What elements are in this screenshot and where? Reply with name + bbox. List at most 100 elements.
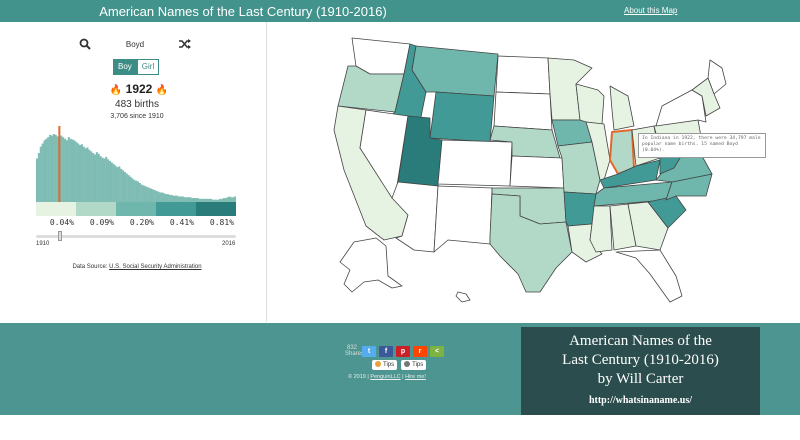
histogram-bar bbox=[228, 196, 231, 202]
pinterest-icon[interactable]: p bbox=[396, 345, 410, 357]
histogram-bar bbox=[39, 146, 42, 202]
births-histogram bbox=[36, 126, 236, 202]
histogram-bar bbox=[107, 159, 110, 202]
state-new-england[interactable] bbox=[691, 77, 721, 117]
state-georgia[interactable] bbox=[627, 201, 669, 251]
histogram-bar bbox=[202, 198, 205, 202]
copyright: © 2019 | PenguinLLC | Hire me! bbox=[348, 374, 426, 380]
histogram-bar bbox=[110, 162, 113, 202]
histogram-bar bbox=[36, 158, 39, 202]
histogram-bar bbox=[189, 197, 192, 202]
legend-labels: 0.04% 0.09% 0.20% 0.41% 0.81% bbox=[36, 218, 236, 227]
histogram-bar bbox=[234, 196, 236, 202]
penguin-link[interactable]: PenguinLLC bbox=[370, 374, 401, 380]
histogram-bar bbox=[60, 135, 63, 202]
histogram-bar bbox=[118, 166, 121, 202]
hire-me-link[interactable]: Hire me! bbox=[405, 374, 426, 380]
state-arkansas[interactable] bbox=[563, 191, 597, 227]
histogram-bar bbox=[65, 140, 68, 202]
histogram-bar bbox=[204, 198, 207, 202]
histogram-bar bbox=[153, 190, 156, 202]
histogram-bar bbox=[224, 198, 227, 202]
state-florida[interactable] bbox=[615, 249, 683, 303]
legend-swatch bbox=[156, 202, 196, 216]
top-bar: American Names of the Last Century (1910… bbox=[0, 0, 800, 22]
tip-button[interactable]: Tips bbox=[401, 360, 427, 370]
state-north-carolina[interactable] bbox=[665, 173, 713, 201]
state-kansas[interactable] bbox=[509, 155, 565, 189]
histogram-bar bbox=[168, 194, 171, 202]
state-tooltip: In Indiana in 1922, there were 34,797 ma… bbox=[638, 133, 766, 158]
coin-icon bbox=[375, 361, 381, 367]
state-colorado[interactable] bbox=[437, 139, 513, 187]
facebook-icon[interactable]: f bbox=[379, 345, 393, 357]
histogram-bar bbox=[120, 168, 123, 202]
state-montana[interactable] bbox=[411, 45, 499, 97]
state-michigan[interactable] bbox=[609, 85, 635, 131]
histogram-bar bbox=[86, 147, 89, 202]
girl-button[interactable]: Girl bbox=[136, 59, 160, 75]
histogram-bar bbox=[222, 198, 225, 202]
state-wyoming[interactable] bbox=[429, 91, 495, 143]
boy-button[interactable]: Boy bbox=[113, 59, 137, 75]
histogram-bar bbox=[43, 140, 46, 202]
state-iowa[interactable] bbox=[551, 119, 593, 147]
histogram-bar bbox=[127, 175, 130, 202]
share-buttons: 832 Shares t f p r < bbox=[345, 345, 444, 357]
copyright-text: © 2019 | bbox=[348, 374, 369, 380]
histogram-bar bbox=[71, 139, 74, 202]
tip-button[interactable]: Tips bbox=[372, 360, 398, 370]
histogram-bar bbox=[103, 158, 106, 202]
year-value: 1922 bbox=[125, 82, 153, 96]
histogram-bar bbox=[187, 197, 190, 202]
state-maine[interactable] bbox=[707, 59, 727, 95]
tip-buttons: Tips Tips bbox=[372, 360, 427, 370]
state-indiana[interactable] bbox=[609, 129, 635, 175]
legend-bar bbox=[36, 202, 236, 216]
about-link[interactable]: About this Map bbox=[624, 6, 678, 15]
histogram-bar bbox=[219, 198, 222, 202]
histogram-bar bbox=[183, 197, 186, 202]
births-count: 483 births bbox=[115, 99, 159, 110]
histogram-bar bbox=[142, 185, 145, 202]
selected-year-marker bbox=[58, 126, 61, 202]
histogram-bar bbox=[105, 156, 108, 202]
gender-toggle: Boy Girl bbox=[113, 59, 160, 75]
data-source-link[interactable]: U.S. Social Security Administration bbox=[109, 264, 202, 270]
state-north-dakota[interactable] bbox=[495, 55, 551, 95]
histogram-bar bbox=[67, 137, 70, 202]
state-hawaii[interactable] bbox=[455, 291, 471, 303]
state-wisconsin[interactable] bbox=[575, 83, 605, 125]
histogram-bar bbox=[179, 196, 182, 202]
year-slider[interactable] bbox=[36, 231, 236, 241]
shuffle-icon[interactable] bbox=[179, 38, 191, 50]
state-mississippi[interactable] bbox=[589, 205, 613, 253]
twitter-icon[interactable]: t bbox=[362, 345, 376, 357]
state-texas[interactable] bbox=[489, 193, 573, 293]
histogram-bar bbox=[174, 195, 177, 202]
name-value[interactable]: Boyd bbox=[125, 40, 145, 49]
reddit-icon[interactable]: r bbox=[413, 345, 427, 357]
flame-icon: 🔥 bbox=[155, 85, 169, 96]
legend-label: 0.41% bbox=[169, 218, 194, 227]
state-south-dakota[interactable] bbox=[493, 91, 553, 131]
year-slider-thumb[interactable] bbox=[58, 231, 62, 241]
histogram-bar bbox=[47, 137, 50, 202]
histogram-bar bbox=[50, 135, 54, 202]
search-icon[interactable] bbox=[79, 38, 91, 50]
tip-label: Tips bbox=[412, 362, 424, 368]
year-display: 🔥 1922 🔥 bbox=[104, 82, 174, 96]
histogram-bar bbox=[131, 178, 134, 202]
us-map bbox=[333, 37, 727, 303]
state-new-mexico[interactable] bbox=[433, 185, 493, 253]
histogram-bar bbox=[196, 198, 199, 202]
histogram-bar bbox=[52, 134, 55, 202]
histogram-bar bbox=[84, 148, 87, 202]
histogram-bar bbox=[99, 156, 102, 202]
histogram-bar bbox=[213, 199, 216, 202]
histogram-bar bbox=[82, 146, 85, 202]
histogram-bar bbox=[37, 152, 40, 202]
slider-end-year: 2016 bbox=[222, 241, 236, 247]
share-icon[interactable]: < bbox=[430, 345, 444, 357]
state-alaska[interactable] bbox=[339, 237, 403, 293]
